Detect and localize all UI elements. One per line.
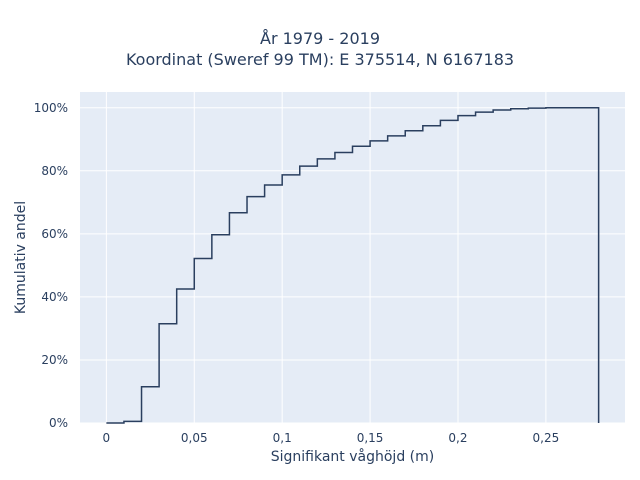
y-tick-label: 80%: [41, 164, 68, 178]
y-tick-label: 100%: [34, 101, 68, 115]
x-tick-label: 0: [103, 431, 111, 445]
x-tick-label: 0,1: [273, 431, 292, 445]
grid-layer: [80, 92, 625, 424]
y-tick-label: 0%: [49, 416, 68, 430]
y-tick-label: 40%: [41, 290, 68, 304]
plot-background: [80, 92, 625, 423]
y-axis-title: Kumulativ andel: [13, 201, 29, 314]
x-tick-label: 0,05: [181, 431, 208, 445]
y-tick-label: 60%: [41, 227, 68, 241]
chart-title-line-2: Koordinat (Sweref 99 TM): E 375514, N 61…: [125, 50, 515, 69]
tick-layer: 0 0,05 0,1 0,15 0,2 0,25 0% 20% 40% 60% 80% 100%: [34, 101, 560, 445]
x-axis-title: Signifikant våghöjd (m): [271, 448, 434, 465]
series-line-cumulative: [106, 107, 600, 424]
x-tick-label: 0,15: [357, 431, 384, 445]
y-tick-label: 20%: [41, 353, 68, 367]
x-tick-label: 0,2: [448, 431, 467, 445]
x-tick-label: 0,25: [533, 431, 560, 445]
chart-title-line-1: År 1979 - 2019: [260, 29, 380, 48]
